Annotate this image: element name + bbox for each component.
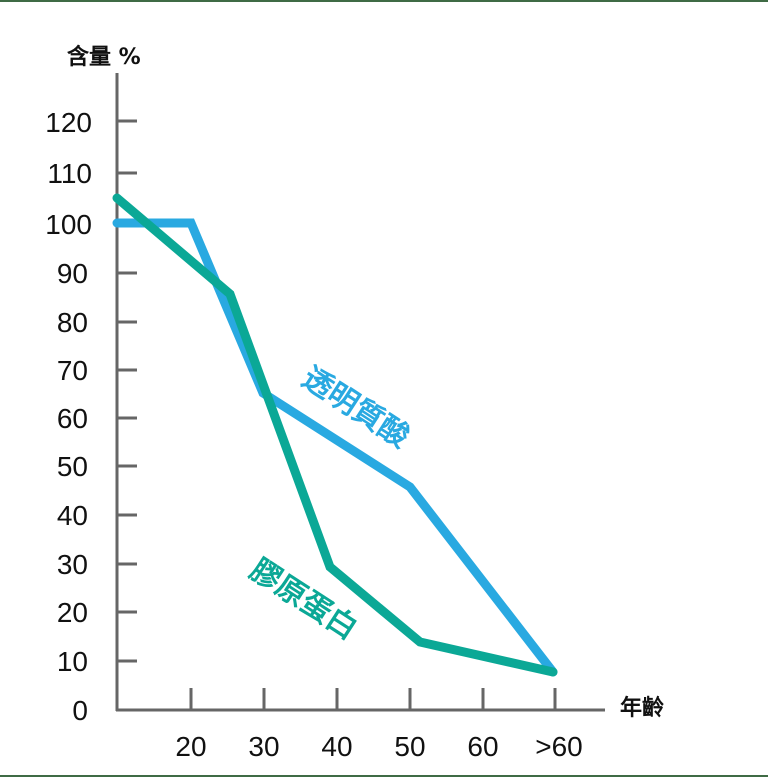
series-label-hyaluronic-acid: 透明質酸 (296, 360, 417, 455)
y-tick-label: 100 (45, 209, 92, 240)
frame-top-border (0, 0, 768, 2)
y-tick-label: 30 (57, 549, 88, 580)
y-axis-title: 含量 % (67, 44, 141, 70)
y-tick-label: 40 (57, 500, 88, 531)
y-tick-labels: 0 10 20 30 40 50 60 70 80 90 100 110 120 (45, 107, 92, 726)
y-tick-label: 90 (57, 258, 88, 289)
y-tick-label: 80 (57, 307, 88, 338)
x-tick-label: >60 (535, 731, 583, 762)
x-tick-label: 40 (321, 731, 352, 762)
y-tick-label: 0 (72, 695, 88, 726)
x-tick-label: 20 (175, 731, 206, 762)
y-ticks (117, 119, 137, 663)
y-tick-label: 70 (57, 355, 88, 386)
x-ticks (189, 688, 557, 710)
x-axis-title: 年齡 (620, 695, 664, 721)
y-tick-label: 10 (57, 646, 88, 677)
y-tick-label: 20 (57, 597, 88, 628)
y-tick-label: 50 (57, 451, 88, 482)
axes (115, 73, 605, 712)
series-label-collagen: 膠原蛋白 (244, 552, 364, 647)
x-tick-label: 60 (467, 731, 498, 762)
series-line-collagen (112, 193, 558, 677)
y-tick-label: 120 (45, 107, 92, 138)
x-tick-label: 30 (248, 731, 279, 762)
x-tick-label: 50 (394, 731, 425, 762)
x-tick-labels: 20 30 40 50 60 >60 (175, 731, 582, 762)
y-tick-label: 110 (47, 158, 92, 189)
y-tick-label: 60 (57, 403, 88, 434)
frame-bottom-border (0, 775, 768, 777)
